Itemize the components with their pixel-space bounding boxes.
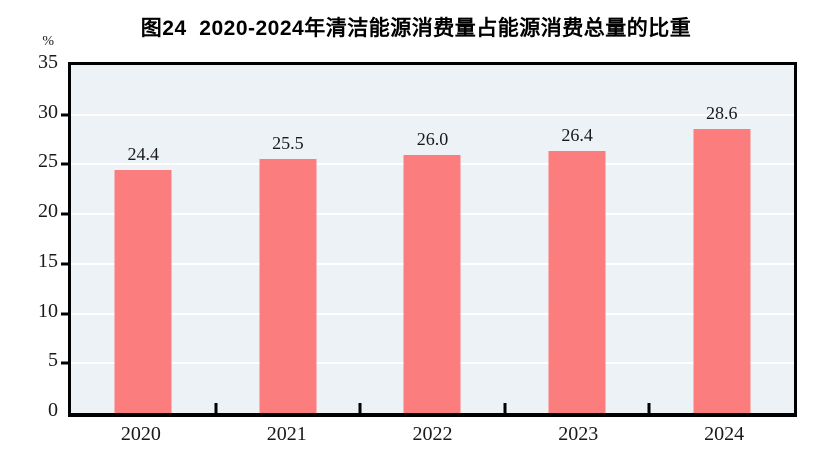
- bar-value-label-2024: 28.6: [705, 102, 738, 123]
- bar-2022: [403, 154, 461, 413]
- x-axis-tick-3: [503, 403, 507, 413]
- bar-value-label-2020: 24.4: [127, 144, 160, 165]
- x-axis: 2020 2021 2022 2023 2024: [68, 423, 797, 449]
- y-tick-mark-10: [61, 312, 68, 316]
- y-tick-label-25: 25: [38, 150, 58, 173]
- y-tick-mark-5: [61, 361, 68, 365]
- bar-2023: [548, 150, 606, 413]
- y-tick-label-15: 15: [38, 249, 58, 272]
- bar-2020: [114, 170, 172, 413]
- chart-title: 图24 2020-2024年清洁能源消费量占能源消费总量的比重: [140, 17, 692, 40]
- y-tick-mark-15: [61, 262, 68, 266]
- y-tick-label-10: 10: [38, 299, 58, 322]
- y-axis: 0 5 10 15 20 25 30 35: [0, 52, 58, 420]
- y-axis-unit-label: %: [42, 34, 54, 49]
- plot-area: 24.4 25.5 26.0 26.4 28.6: [68, 62, 797, 417]
- bar-column-2021: 25.5: [216, 65, 361, 413]
- bar-value-label-2022: 26.0: [416, 128, 449, 149]
- y-tick-mark-20: [61, 212, 68, 216]
- bar-column-2023: 26.4: [505, 65, 650, 413]
- y-tick-label-30: 30: [38, 100, 58, 123]
- y-tick-label-5: 5: [48, 349, 58, 372]
- bar-column-2024: 28.6: [649, 65, 794, 413]
- x-tick-label-2020: 2020: [120, 423, 161, 445]
- y-tick-label-20: 20: [38, 200, 58, 223]
- gridline-30: [71, 113, 794, 116]
- y-tick-label-35: 35: [38, 51, 58, 73]
- bar-2024: [693, 128, 751, 413]
- plot-inner: 24.4 25.5 26.0 26.4 28.6: [71, 65, 794, 413]
- x-tick-label-2021: 2021: [266, 423, 307, 445]
- x-tick-label-2022: 2022: [412, 423, 453, 445]
- bar-column-2020: 24.4: [71, 65, 216, 413]
- y-tick-label-0: 0: [48, 399, 58, 421]
- bar-value-label-2023: 26.4: [561, 124, 593, 145]
- x-tick-label-2023: 2023: [558, 423, 599, 445]
- x-axis-tick-2: [358, 403, 362, 413]
- y-tick-mark-25: [61, 162, 68, 166]
- x-tick-label-2024: 2024: [704, 423, 745, 445]
- x-axis-tick-4: [647, 403, 651, 413]
- x-axis-tick-1: [214, 403, 218, 413]
- bar-column-2022: 26.0: [360, 65, 505, 413]
- bar-value-label-2021: 25.5: [272, 133, 304, 154]
- y-tick-mark-30: [61, 113, 68, 117]
- bar-2021: [259, 159, 317, 413]
